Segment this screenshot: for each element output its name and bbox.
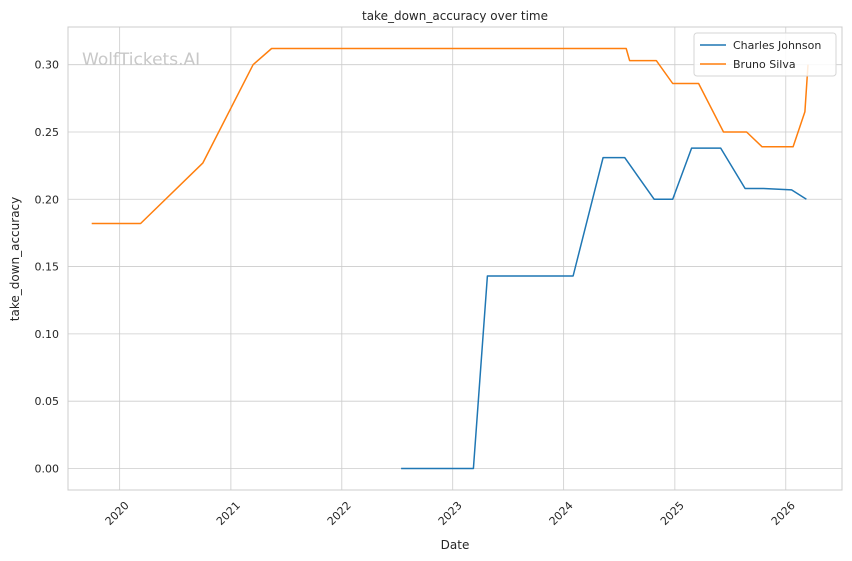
legend: Charles Johnson Bruno Silva — [693, 32, 837, 77]
legend-label-charles-johnson: Charles Johnson — [733, 39, 821, 52]
y-tick-label: 0.25 — [35, 126, 60, 139]
grid-lines — [68, 27, 842, 490]
plot-frame — [67, 26, 843, 491]
x-axis-label: Date — [441, 538, 470, 552]
y-tick-label: 0.10 — [35, 328, 60, 341]
y-tick-label: 0.30 — [35, 59, 60, 72]
watermark: WolfTickets.AI — [82, 50, 200, 70]
legend-box — [693, 32, 837, 77]
series-lines — [91, 47, 809, 470]
y-axis-label: take_down_accuracy — [8, 197, 22, 321]
series-line-bruno-silva — [91, 47, 809, 225]
y-tick-label: 0.20 — [35, 193, 60, 206]
series-line-charles-johnson — [401, 147, 807, 470]
y-tick-label: 0.00 — [35, 462, 60, 475]
legend-label-bruno-silva: Bruno Silva — [733, 58, 796, 71]
y-tick-label: 0.05 — [35, 395, 60, 408]
y-tick-label: 0.15 — [35, 261, 60, 274]
chart-title: take_down_accuracy over time — [362, 9, 548, 23]
